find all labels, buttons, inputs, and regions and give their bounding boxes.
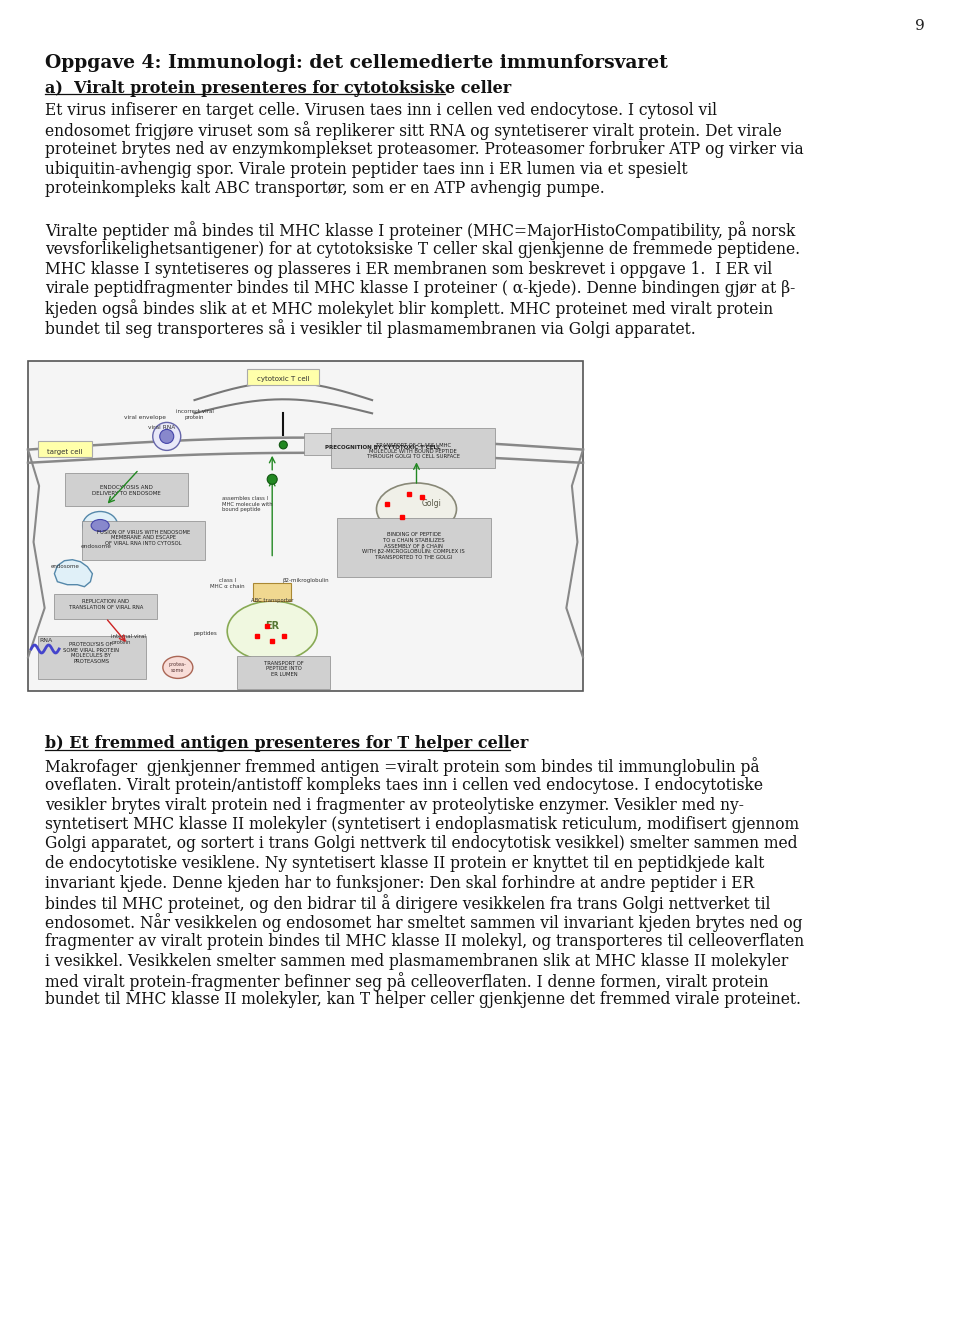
Text: 9: 9 xyxy=(915,19,924,34)
Ellipse shape xyxy=(83,512,118,539)
Text: bindes til MHC proteinet, og den bidrar til å dirigere vesikkelen fra trans Golg: bindes til MHC proteinet, og den bidrar … xyxy=(45,894,770,913)
Text: PRECOGNITION BY CYTOTOXIC T CELL: PRECOGNITION BY CYTOTOXIC T CELL xyxy=(324,445,441,450)
Circle shape xyxy=(159,429,174,444)
Text: oveflaten. Viralt protein/antistoff kompleks taes inn i cellen ved endocytose. I: oveflaten. Viralt protein/antistoff komp… xyxy=(45,777,763,794)
Text: β2-mikroglobulin: β2-mikroglobulin xyxy=(282,578,329,583)
Text: TRANSPORT OF
PEPTIDE INTO
ER LUMEN: TRANSPORT OF PEPTIDE INTO ER LUMEN xyxy=(264,661,303,677)
Text: virale peptidfragmenter bindes til MHC klasse I proteiner ( α-kjede). Denne bind: virale peptidfragmenter bindes til MHC k… xyxy=(45,280,795,297)
FancyBboxPatch shape xyxy=(303,433,463,454)
Text: Makrofager  gjenkjenner fremmed antigen =viralt protein som bindes til immunglob: Makrofager gjenkjenner fremmed antigen =… xyxy=(45,758,759,777)
Ellipse shape xyxy=(228,601,317,661)
Text: Golgi apparatet, og sortert i trans Golgi nettverk til endocytotisk vesikkel) sm: Golgi apparatet, og sortert i trans Golg… xyxy=(45,836,798,852)
Text: de endocytotiske vesiklene. Ny syntetisert klasse II protein er knyttet til en p: de endocytotiske vesiklene. Ny syntetise… xyxy=(45,855,764,872)
Text: PROTEOLYSIS OF
SOME VIRAL PROTEIN
MOLECULES BY
PROTEASOMS: PROTEOLYSIS OF SOME VIRAL PROTEIN MOLECU… xyxy=(63,641,119,664)
Ellipse shape xyxy=(376,482,457,535)
Text: Golgi: Golgi xyxy=(421,500,442,508)
Text: RNA: RNA xyxy=(39,638,53,644)
FancyBboxPatch shape xyxy=(331,429,495,468)
Text: proteinet brytes ned av enzymkomplekset proteasomer. Proteasomer forbruker ATP o: proteinet brytes ned av enzymkomplekset … xyxy=(45,141,804,159)
Text: ABC transporter: ABC transporter xyxy=(251,598,294,603)
Text: endosomet frigjøre viruset som så replikerer sitt RNA og syntetiserer viralt pro: endosomet frigjøre viruset som så replik… xyxy=(45,121,781,140)
Text: fragmenter av viralt protein bindes til MHC klasse II molekyl, og transporteres : fragmenter av viralt protein bindes til … xyxy=(45,933,804,950)
Text: ER: ER xyxy=(265,621,279,632)
Text: protea-
some: protea- some xyxy=(169,663,187,673)
Text: incorrect viral
protein: incorrect viral protein xyxy=(176,409,213,419)
FancyBboxPatch shape xyxy=(38,441,92,457)
Text: endosome: endosome xyxy=(51,564,80,570)
Text: endosomet. Når vesikkelen og endosomet har smeltet sammen vil invariant kjeden b: endosomet. Når vesikkelen og endosomet h… xyxy=(45,914,803,933)
Text: invariant kjede. Denne kjeden har to funksjoner: Den skal forhindre at andre pep: invariant kjede. Denne kjeden har to fun… xyxy=(45,875,755,891)
Text: cytotoxic T cell: cytotoxic T cell xyxy=(257,376,310,382)
Circle shape xyxy=(153,422,180,450)
FancyBboxPatch shape xyxy=(248,368,320,384)
Text: BINDING OF PEPTIDE
TO α CHAIN STABILIZES
ASSEMBLY OF β CHAIN
WITH β2-MICROGLOBUL: BINDING OF PEPTIDE TO α CHAIN STABILIZES… xyxy=(363,532,466,560)
Text: kjeden også bindes slik at et MHC molekylet blir komplett. MHC proteinet med vir: kjeden også bindes slik at et MHC moleky… xyxy=(45,300,773,319)
Text: assembles class I
MHC molecule with
bound peptide: assembles class I MHC molecule with boun… xyxy=(223,496,273,512)
FancyBboxPatch shape xyxy=(37,636,146,679)
Text: a)  Viralt protein presenteres for cytotoksiske celler: a) Viralt protein presenteres for cytoto… xyxy=(45,81,512,97)
FancyBboxPatch shape xyxy=(253,582,291,601)
Text: target cell: target cell xyxy=(47,449,83,454)
FancyBboxPatch shape xyxy=(82,521,205,560)
Text: ENDOCYTOSIS AND
DELIVERY TO ENDOSOME: ENDOCYTOSIS AND DELIVERY TO ENDOSOME xyxy=(92,485,161,496)
Circle shape xyxy=(267,474,277,484)
Text: TRANSPORT OF CLASS I MHC
MOLECULE WITH BOUND PEPTIDE
THROUGH GOLGI TO CELL SURFA: TRANSPORT OF CLASS I MHC MOLECULE WITH B… xyxy=(367,444,460,460)
Text: vevsforlikelighetsantigener) for at cytotoksiske T celler skal gjenkjenne de fre: vevsforlikelighetsantigener) for at cyto… xyxy=(45,241,800,258)
Text: bundet til MHC klasse II molekyler, kan T helper celler gjenkjenne det fremmed v: bundet til MHC klasse II molekyler, kan … xyxy=(45,992,801,1008)
Text: internal viral
protein: internal viral protein xyxy=(111,634,146,645)
Text: viral envelope: viral envelope xyxy=(124,415,165,419)
Bar xyxy=(28,360,583,691)
Text: syntetisert MHC klasse II molekyler (syntetisert i endoplasmatisk reticulum, mod: syntetisert MHC klasse II molekyler (syn… xyxy=(45,816,799,833)
Text: Viralte peptider må bindes til MHC klasse I proteiner (MHC=MajorHistoCompatibili: Viralte peptider må bindes til MHC klass… xyxy=(45,222,796,241)
FancyBboxPatch shape xyxy=(55,594,157,620)
FancyBboxPatch shape xyxy=(337,517,491,577)
Text: vesikler brytes viralt protein ned i fragmenter av proteolytiske enzymer. Vesikl: vesikler brytes viralt protein ned i fra… xyxy=(45,797,744,813)
Text: REPLICATION AND
TRANSLATION OF VIRAL RNA: REPLICATION AND TRANSLATION OF VIRAL RNA xyxy=(68,599,143,610)
Text: proteinkompleks kalt ABC transportør, som er en ATP avhengig pumpe.: proteinkompleks kalt ABC transportør, so… xyxy=(45,180,605,198)
Text: endosome: endosome xyxy=(80,543,111,548)
Circle shape xyxy=(279,441,287,449)
Text: Oppgave 4: Immunologi: det cellemedierte immunforsvaret: Oppgave 4: Immunologi: det cellemedierte… xyxy=(45,54,668,73)
Text: bundet til seg transporteres så i vesikler til plasmamembranen via Golgi apparat: bundet til seg transporteres så i vesikl… xyxy=(45,319,696,337)
Ellipse shape xyxy=(163,656,193,679)
Text: peptides: peptides xyxy=(194,632,218,636)
Text: MHC klasse I syntetiseres og plasseres i ER membranen som beskrevet i oppgave 1.: MHC klasse I syntetiseres og plasseres i… xyxy=(45,261,772,277)
Text: ubiquitin-avhengig spor. Virale protein peptider taes inn i ER lumen via et spes: ubiquitin-avhengig spor. Virale protein … xyxy=(45,160,687,177)
Polygon shape xyxy=(55,559,92,587)
Text: med viralt protein-fragmenter befinner seg på celleoverflaten. I denne formen, v: med viralt protein-fragmenter befinner s… xyxy=(45,972,769,991)
FancyBboxPatch shape xyxy=(237,656,330,688)
Text: FUSION OF VIRUS WITH ENDOSOME
MEMBRANE AND ESCAPE
OF VIRAL RNA INTO CYTOSOL: FUSION OF VIRUS WITH ENDOSOME MEMBRANE A… xyxy=(97,530,190,546)
Text: i vesikkel. Vesikkelen smelter sammen med plasmamembranen slik at MHC klasse II : i vesikkel. Vesikkelen smelter sammen me… xyxy=(45,953,788,969)
Text: b) Et fremmed antigen presenteres for T helper celler: b) Et fremmed antigen presenteres for T … xyxy=(45,735,528,753)
Ellipse shape xyxy=(91,520,109,531)
FancyBboxPatch shape xyxy=(65,473,188,505)
Text: viral RNA: viral RNA xyxy=(148,425,175,430)
Text: class I
MHC α chain: class I MHC α chain xyxy=(210,578,245,589)
Text: Et virus infiserer en target celle. Virusen taes inn i cellen ved endocytose. I : Et virus infiserer en target celle. Viru… xyxy=(45,102,717,120)
